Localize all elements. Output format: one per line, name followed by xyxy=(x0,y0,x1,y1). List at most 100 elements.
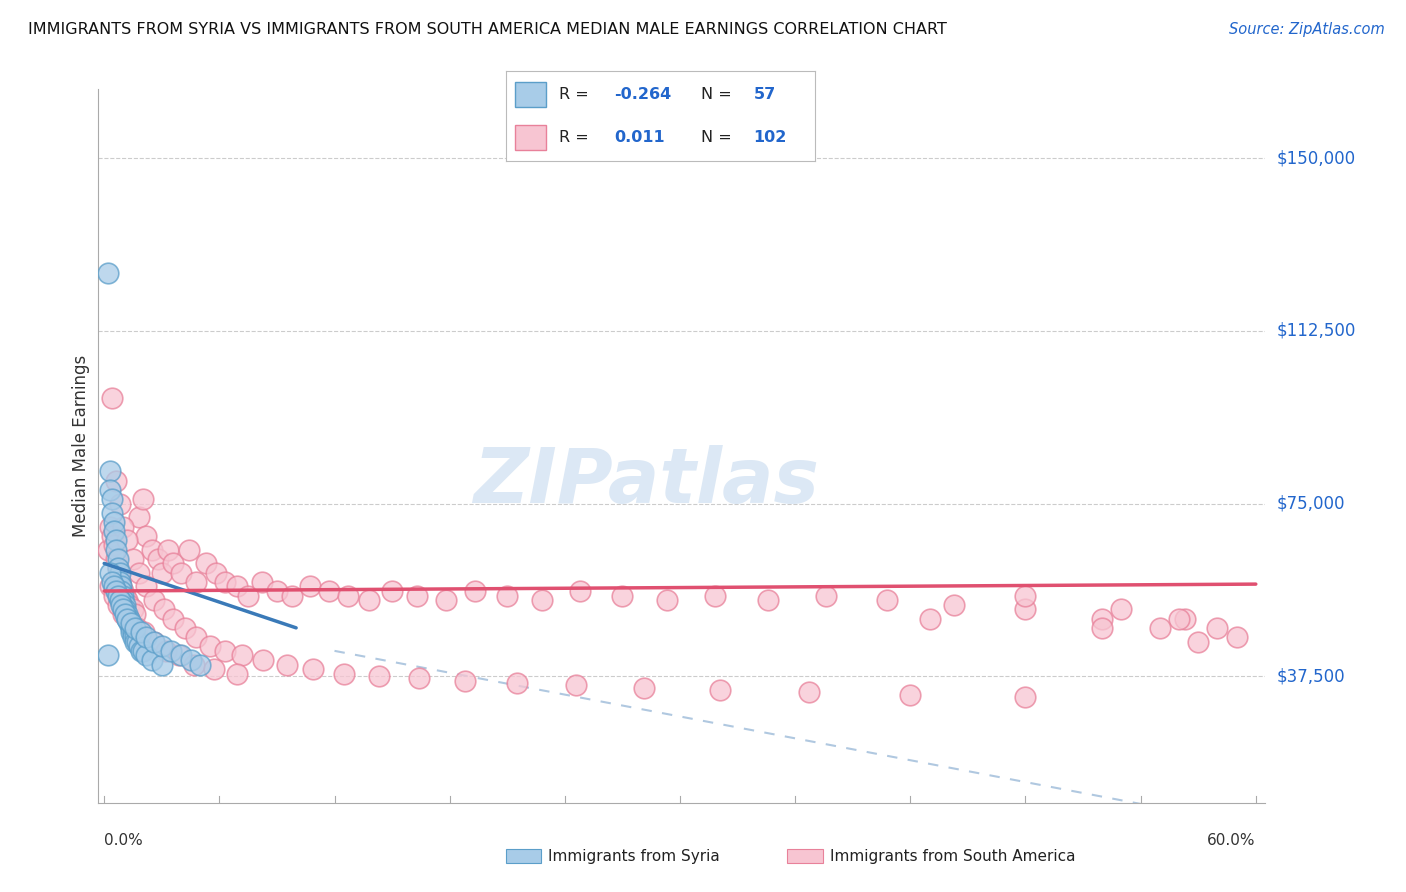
Text: R =: R = xyxy=(558,87,589,102)
Point xyxy=(202,662,225,676)
Point xyxy=(104,533,127,548)
Point xyxy=(101,491,124,506)
Point xyxy=(108,574,131,589)
Point xyxy=(464,584,486,599)
Point xyxy=(115,593,138,607)
Text: R =: R = xyxy=(558,130,589,145)
Point xyxy=(118,616,141,631)
Point xyxy=(103,538,125,552)
Text: ZIPatlas: ZIPatlas xyxy=(474,445,820,518)
Point xyxy=(156,542,179,557)
Point xyxy=(114,602,136,616)
Text: Immigrants from Syria: Immigrants from Syria xyxy=(548,849,720,863)
Point xyxy=(107,551,129,566)
Point xyxy=(115,607,138,621)
Point xyxy=(633,681,655,695)
Point xyxy=(112,593,135,607)
Point xyxy=(496,589,519,603)
Point xyxy=(108,497,131,511)
Point xyxy=(124,607,146,621)
Text: $112,500: $112,500 xyxy=(1277,322,1355,340)
Point xyxy=(112,584,135,599)
Point xyxy=(120,625,142,640)
Point xyxy=(406,589,429,603)
Point xyxy=(266,584,288,599)
Point xyxy=(408,672,430,686)
Point xyxy=(97,648,120,663)
Point xyxy=(302,662,325,676)
Text: $75,000: $75,000 xyxy=(1277,494,1346,513)
Point xyxy=(530,593,553,607)
Point xyxy=(569,584,592,599)
Point xyxy=(1149,621,1171,635)
Point xyxy=(128,566,150,580)
Point xyxy=(318,584,340,599)
Text: -0.264: -0.264 xyxy=(614,87,672,102)
Text: 57: 57 xyxy=(754,87,776,102)
Point xyxy=(103,589,125,603)
Point xyxy=(141,542,163,557)
Bar xyxy=(516,125,547,150)
Point xyxy=(898,688,921,702)
Text: Immigrants from South America: Immigrants from South America xyxy=(830,849,1076,863)
Point xyxy=(141,653,163,667)
Point xyxy=(103,515,125,529)
Point xyxy=(756,593,779,607)
Point xyxy=(97,542,120,557)
Point xyxy=(612,589,634,603)
Point xyxy=(124,630,146,644)
Point xyxy=(162,612,184,626)
Point xyxy=(198,640,221,654)
Point xyxy=(194,557,217,571)
Point xyxy=(943,598,966,612)
Point xyxy=(143,593,166,607)
Point xyxy=(454,673,477,688)
Point xyxy=(124,634,146,648)
Point xyxy=(120,621,142,635)
Point xyxy=(252,653,274,667)
Point xyxy=(170,566,193,580)
Point xyxy=(381,584,404,599)
Point xyxy=(236,589,259,603)
Point xyxy=(709,683,731,698)
Point xyxy=(281,589,304,603)
Point xyxy=(108,566,131,580)
Point xyxy=(112,607,135,621)
Point xyxy=(101,529,124,543)
Point xyxy=(135,630,157,644)
Point xyxy=(110,579,132,593)
Point xyxy=(125,621,148,635)
Point xyxy=(152,602,174,616)
Point xyxy=(104,584,127,599)
Point xyxy=(1091,621,1114,635)
Point xyxy=(118,598,141,612)
Point xyxy=(1014,589,1036,603)
Point xyxy=(333,666,356,681)
Point xyxy=(1187,634,1209,648)
Point xyxy=(565,678,588,692)
Text: 102: 102 xyxy=(754,130,787,145)
Point xyxy=(104,551,127,566)
Point xyxy=(114,598,136,612)
Point xyxy=(1226,630,1249,644)
Point xyxy=(298,579,321,593)
Point xyxy=(214,574,236,589)
Point xyxy=(98,579,121,593)
Point xyxy=(128,640,150,654)
Point xyxy=(357,593,380,607)
Point xyxy=(135,579,157,593)
Text: Source: ZipAtlas.com: Source: ZipAtlas.com xyxy=(1229,22,1385,37)
Point xyxy=(108,593,131,607)
Point xyxy=(103,579,125,593)
Point xyxy=(112,602,135,616)
Point xyxy=(103,524,125,538)
Point xyxy=(131,644,153,658)
Point xyxy=(110,579,132,593)
Point xyxy=(107,589,129,603)
Point xyxy=(214,644,236,658)
Point xyxy=(107,598,129,612)
Point xyxy=(434,593,457,607)
Point xyxy=(97,266,120,280)
Point xyxy=(143,634,166,648)
Point xyxy=(1111,602,1133,616)
